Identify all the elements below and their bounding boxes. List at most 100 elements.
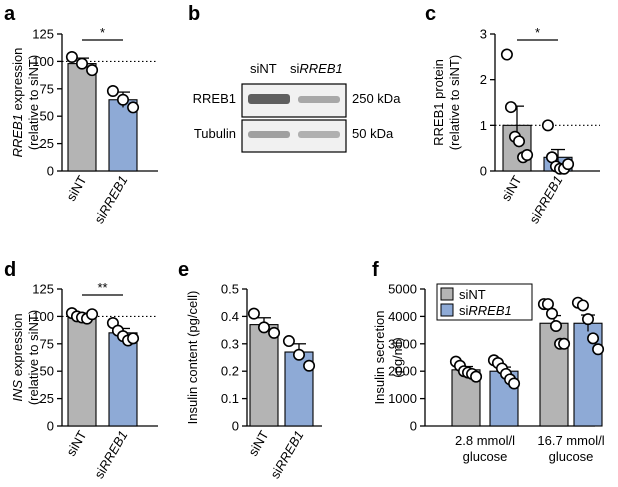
- data-point: [303, 359, 316, 372]
- y-tick-label: 1000: [388, 391, 417, 406]
- y-axis-label-2: (relative to siNT): [26, 55, 41, 150]
- x-category-label: siNT: [63, 428, 89, 459]
- y-axis-label-2: (pg/ml): [390, 337, 405, 377]
- legend-label-part: RREB1: [468, 303, 511, 318]
- x-category-label-part: siNT: [498, 173, 524, 204]
- x-category-label: siRREB1: [267, 428, 306, 481]
- y-tick-label: 75: [40, 336, 54, 351]
- data-point: [592, 343, 605, 356]
- x-category-label-part: RREB1: [96, 428, 131, 473]
- data-point: [558, 337, 571, 350]
- blot-band: [248, 94, 290, 104]
- blot-row-label-rreb1: RREB1: [193, 91, 236, 106]
- y-tick-label: 100: [32, 54, 54, 69]
- x-category-label-part: siNT: [63, 428, 89, 459]
- x-category-label: siNT: [245, 428, 271, 459]
- bar: [451, 369, 481, 427]
- y-tick-label: 0: [47, 164, 54, 179]
- data-point: [86, 308, 99, 321]
- x-group-label: glucose: [463, 449, 508, 464]
- panel-letter-d: d: [4, 259, 16, 281]
- chart-panel-a: 0 25 50 75 100 125 RREB1 expression (relative t…: [10, 25, 158, 226]
- data-point: [541, 119, 554, 132]
- data-point: [65, 51, 78, 64]
- data-point: [86, 64, 99, 77]
- legend-label-part: siNT: [459, 287, 486, 302]
- blot-size-50: 50 kDa: [352, 126, 394, 141]
- blot-band: [298, 131, 340, 138]
- y-tick-label: 0.4: [221, 309, 239, 324]
- y-axis-label-2: (relative to siNT): [447, 55, 462, 150]
- x-group-label: glucose: [549, 449, 594, 464]
- x-category-label-part: siNT: [245, 428, 271, 459]
- blot-lane-sint: siNT: [250, 61, 277, 76]
- y-axis-label-part: expression: [10, 313, 25, 379]
- y-tick-label: 0.2: [221, 364, 239, 379]
- chart-panel-c: 0 1 2 3 RREB1 protein (relative to siNT) siNTs…: [431, 25, 600, 226]
- data-point: [76, 57, 89, 70]
- y-axis-label: RREB1 protein: [431, 59, 446, 146]
- y-axis-label-part: expression: [10, 48, 25, 114]
- significance-label: **: [97, 280, 107, 295]
- y-axis-label: RREB1 expression: [10, 48, 25, 158]
- bar: [67, 315, 97, 427]
- x-category-label-part: RREB1: [272, 428, 307, 473]
- x-category-label: siRREB1: [91, 173, 130, 226]
- legend-label-part: si: [459, 303, 469, 318]
- chart-panel-e: 0 0.1 0.2 0.3 0.4 0.5 Insulin content (pg/cell…: [185, 282, 322, 481]
- data-point: [508, 377, 521, 390]
- data-point: [292, 348, 305, 361]
- y-tick-label: 3: [480, 27, 487, 42]
- legend-label: siNT: [459, 287, 486, 302]
- x-category-label: siRREB1: [91, 428, 130, 481]
- y-tick-label: 25: [40, 391, 54, 406]
- data-point: [106, 84, 119, 97]
- y-tick-label: 3000: [388, 336, 417, 351]
- significance-label: *: [100, 25, 105, 40]
- significance-label: *: [535, 25, 540, 40]
- y-tick-label: 0: [480, 164, 487, 179]
- y-tick-label: 5000: [388, 282, 417, 297]
- y-tick-label: 50: [40, 109, 54, 124]
- legend-label: siRREB1: [459, 303, 512, 318]
- y-axis-label-part: RREB1 protein: [431, 59, 446, 146]
- y-tick-label: 125: [32, 282, 54, 297]
- x-group-label: 2.8 mmol/l: [455, 433, 515, 448]
- x-category-label: siNT: [63, 173, 89, 204]
- data-point: [117, 93, 130, 106]
- panel-letter-e: e: [178, 259, 189, 281]
- y-tick-label: 125: [32, 27, 54, 42]
- y-tick-label: 0.1: [221, 391, 239, 406]
- data-point: [504, 101, 517, 114]
- blot-row-label-tubulin: Tubulin: [194, 126, 236, 141]
- x-category-label: siNT: [498, 173, 524, 204]
- x-category-label-part: siNT: [63, 173, 89, 204]
- data-point: [521, 149, 534, 162]
- y-axis-label-part: RREB1: [10, 114, 25, 157]
- legend-swatch: [440, 303, 454, 317]
- bar: [249, 324, 279, 427]
- y-axis-label: Insulin secretion: [372, 311, 387, 405]
- data-point: [545, 307, 558, 320]
- data-point: [268, 326, 281, 339]
- y-axis-label-part: Insulin secretion: [372, 311, 387, 405]
- data-point: [581, 313, 594, 326]
- bar: [67, 63, 97, 172]
- x-category-label-part: RREB1: [96, 173, 131, 218]
- blot-lane-sirreb1: siRREB1: [290, 61, 343, 76]
- chart-panel-d: 0 25 50 75 100 125 INS expression (relative to …: [10, 280, 158, 481]
- y-axis-label-part: Insulin content (pg/cell): [185, 291, 200, 425]
- data-point: [127, 332, 140, 345]
- y-tick-label: 25: [40, 136, 54, 151]
- data-point: [513, 135, 526, 148]
- data-point: [247, 307, 260, 320]
- western-blot: siNT siRREB1 RREB1 250 kDa Tubulin 50 kD…: [193, 61, 401, 153]
- x-category-label: siRREB1: [526, 173, 565, 226]
- y-tick-label: 0: [410, 419, 417, 434]
- legend-swatch: [440, 287, 454, 301]
- y-tick-label: 0: [232, 419, 239, 434]
- data-point: [470, 370, 483, 383]
- y-tick-label: 1: [480, 118, 487, 133]
